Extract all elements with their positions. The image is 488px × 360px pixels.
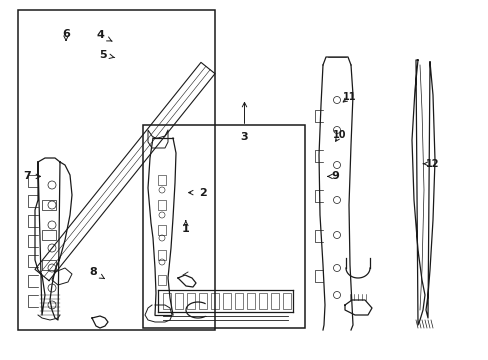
Text: 1: 1: [182, 221, 189, 234]
Bar: [283, 293, 290, 309]
Bar: [163, 293, 171, 309]
Bar: [175, 293, 183, 309]
Text: 7: 7: [23, 171, 41, 181]
Bar: [199, 293, 206, 309]
Text: 2: 2: [188, 188, 206, 198]
Text: 8: 8: [89, 267, 104, 279]
Text: 6: 6: [62, 29, 70, 40]
Bar: [158, 275, 165, 285]
Text: 9: 9: [327, 171, 338, 181]
Bar: [235, 293, 243, 309]
Bar: [158, 250, 165, 260]
Bar: [186, 293, 195, 309]
Bar: [259, 293, 266, 309]
Bar: [223, 293, 230, 309]
Bar: [246, 293, 254, 309]
Bar: [210, 293, 219, 309]
Bar: [42, 200, 56, 210]
Text: 4: 4: [96, 30, 112, 41]
Text: 3: 3: [240, 103, 248, 142]
Bar: [42, 260, 56, 270]
Bar: [158, 175, 165, 185]
Text: 11: 11: [342, 92, 356, 102]
Bar: [42, 230, 56, 240]
Bar: [158, 225, 165, 235]
Bar: [158, 200, 165, 210]
Text: 10: 10: [332, 130, 346, 141]
Bar: [270, 293, 279, 309]
Bar: [142, 125, 305, 328]
Text: 12: 12: [422, 159, 439, 169]
Text: 5: 5: [99, 50, 115, 60]
Bar: [18, 10, 215, 330]
